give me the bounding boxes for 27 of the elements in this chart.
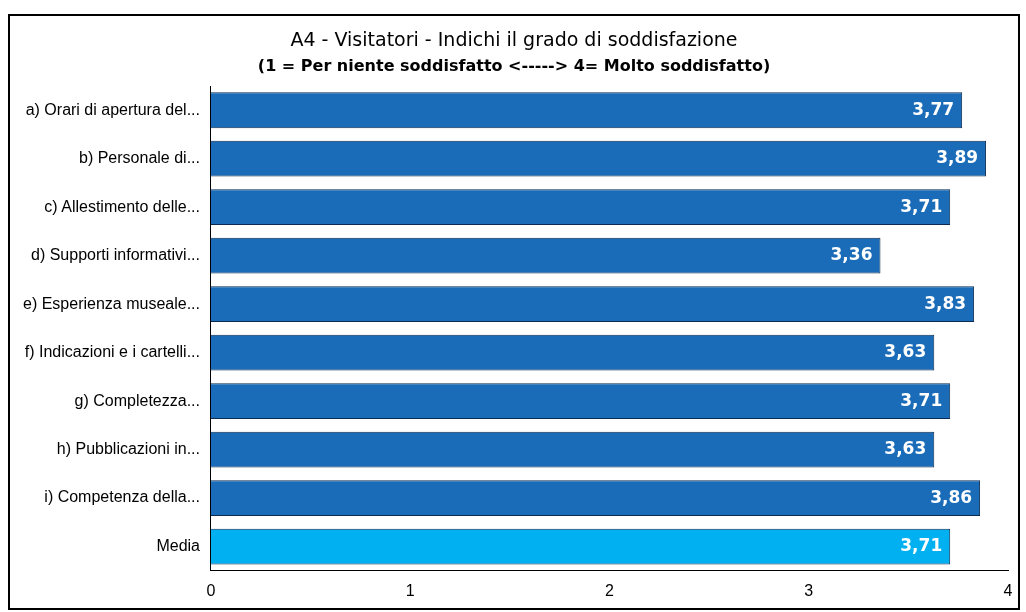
chart-subtitle: (1 = Per niente soddisfatto <-----> 4= Molto soddisfatto) (257, 55, 771, 75)
data-label: 3,63 (884, 341, 927, 362)
y-tick-label: Media (156, 536, 201, 554)
x-tick-label: 4 (1003, 581, 1013, 599)
data-label: 3,77 (912, 98, 955, 119)
data-label: 3,71 (900, 534, 943, 555)
data-label: 3,71 (900, 195, 943, 216)
y-tick-label: b) Personale di... (79, 149, 200, 167)
y-tick-label: h) Pubblicazioni in... (56, 440, 200, 458)
chart-title: A4 - Visitatori - Indichi il grado di soddisfazione (290, 28, 738, 51)
data-label: 3,36 (830, 244, 873, 265)
data-label: 3,89 (936, 147, 979, 168)
y-tick-label: e) Esperienza museale... (22, 294, 200, 312)
x-tick-label: 0 (206, 581, 216, 599)
y-tick-label: g) Completezza... (74, 391, 200, 409)
x-tick-label: 2 (605, 581, 615, 599)
data-label: 3,86 (930, 486, 973, 507)
x-tick-label: 1 (405, 581, 415, 599)
x-tick-label: 3 (804, 581, 814, 599)
data-label: 3,83 (924, 292, 967, 313)
y-tick-label: f) Indicazioni e i cartelli... (24, 343, 200, 361)
y-tick-label: d) Supporti informativi... (31, 246, 200, 264)
data-label: 3,71 (900, 389, 943, 410)
y-tick-label: a) Orari di apertura del... (25, 100, 200, 118)
data-label: 3,63 (884, 438, 927, 459)
y-tick-label: c) Allestimento delle... (44, 197, 200, 215)
y-tick-label: i) Competenza della... (44, 488, 200, 506)
